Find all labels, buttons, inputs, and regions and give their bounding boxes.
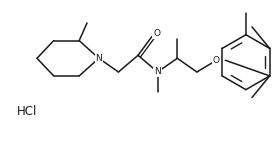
Text: N: N [154, 68, 161, 76]
Text: O: O [153, 29, 160, 38]
Text: HCl: HCl [16, 105, 37, 118]
Text: O: O [213, 56, 220, 65]
Text: N: N [95, 54, 102, 63]
